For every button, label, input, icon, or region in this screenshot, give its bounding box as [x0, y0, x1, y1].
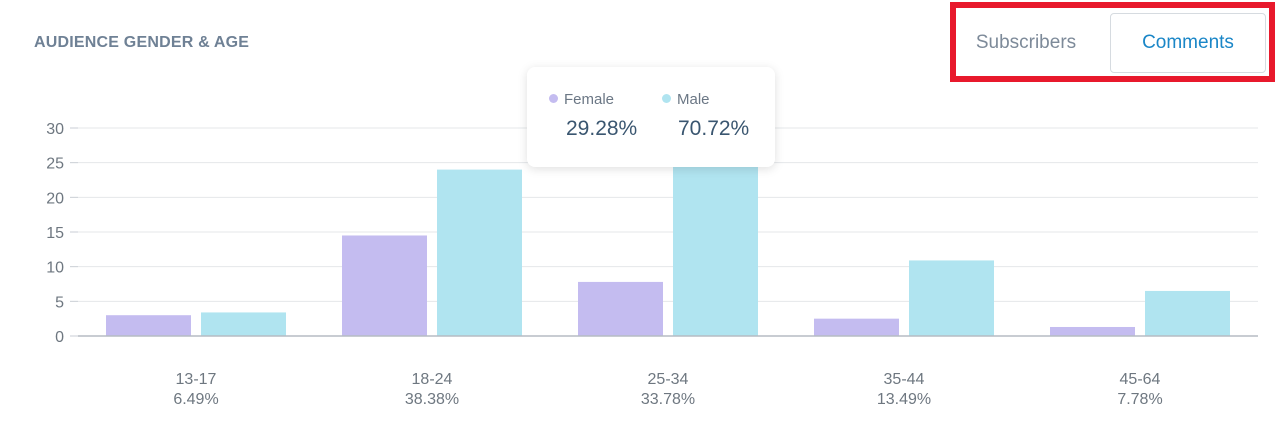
- x-category-percentage: 6.49%: [173, 391, 218, 408]
- male-bar-18-24: [437, 169, 522, 336]
- y-tick-label: 15: [46, 225, 64, 242]
- y-tick-label: 10: [46, 260, 64, 277]
- male-bar-13-17: [201, 312, 286, 336]
- tab-subscribers[interactable]: Subscribers: [960, 13, 1092, 73]
- tooltip-female-label: Female: [564, 91, 615, 108]
- tooltip-male-label: Male: [677, 91, 710, 108]
- female-bar-45-64: [1050, 326, 1135, 336]
- y-tick-label: 30: [46, 121, 64, 138]
- x-category-label: 45-64: [1120, 371, 1161, 388]
- male-bar-45-64: [1145, 290, 1230, 336]
- tooltip-female-value: 29.28%: [566, 117, 638, 140]
- male-dot-icon: [662, 94, 671, 103]
- female-bar-35-44: [814, 318, 899, 336]
- x-category-percentage: 33.78%: [641, 391, 695, 408]
- female-bar-18-24: [342, 235, 427, 336]
- x-category-label: 25-34: [648, 371, 689, 388]
- chart-tooltip: Female Male 29.28% 70.72%: [527, 67, 775, 167]
- highlight-box: [950, 2, 1275, 82]
- female-bar-25-34: [578, 281, 663, 336]
- x-category-percentage: 13.49%: [877, 391, 931, 408]
- female-dot-icon: [549, 94, 558, 103]
- male-bar-25-34: [673, 166, 758, 336]
- tooltip-female-legend: Female: [549, 91, 614, 109]
- x-category-label: 18-24: [412, 371, 453, 388]
- x-category-percentage: 7.78%: [1117, 391, 1162, 408]
- female-bar-13-17: [106, 315, 191, 336]
- tooltip-male-legend: Male: [662, 91, 710, 109]
- x-category-percentage: 38.38%: [405, 391, 459, 408]
- y-tick-label: 20: [46, 190, 64, 207]
- tab-comments[interactable]: Comments: [1110, 13, 1266, 73]
- male-bar-35-44: [909, 260, 994, 336]
- y-tick-label: 25: [46, 156, 64, 173]
- page-title: AUDIENCE GENDER & AGE: [34, 34, 250, 51]
- x-category-label: 35-44: [884, 371, 925, 388]
- y-tick-label: 5: [55, 294, 64, 311]
- x-category-label: 13-17: [176, 371, 217, 388]
- tooltip-male-value: 70.72%: [678, 117, 750, 140]
- y-tick-label: 0: [55, 329, 64, 346]
